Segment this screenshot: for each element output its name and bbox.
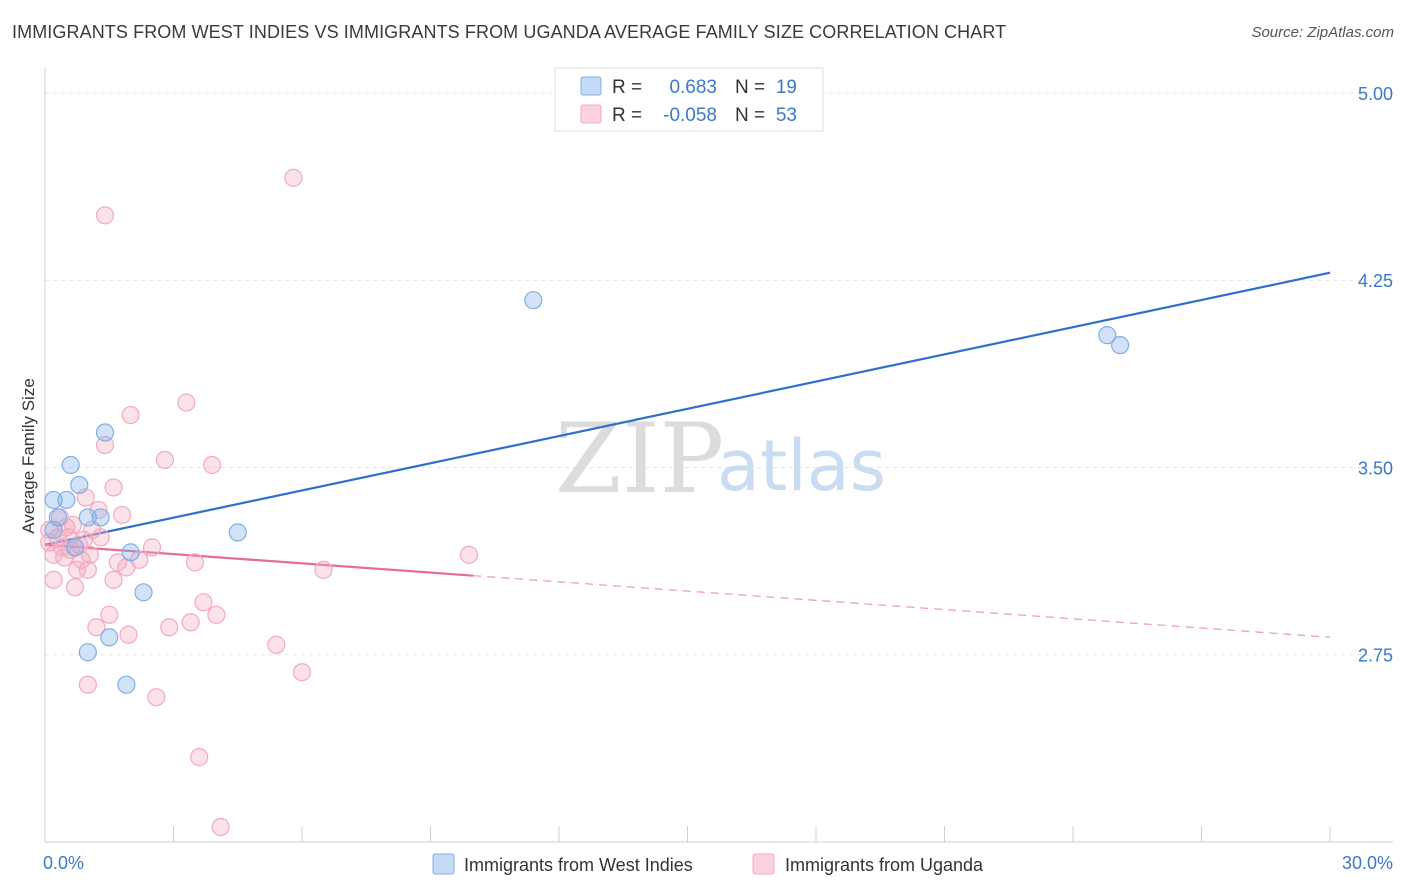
point-uganda [292,663,312,682]
point-uganda [190,748,209,767]
axes [44,68,1393,843]
point-west-indies [91,508,110,527]
trend-line-uganda-extension [473,575,1331,638]
point-west-indies [65,538,85,557]
stats-n-label: N = [735,77,765,98]
watermark-atlas: atlas [717,425,886,507]
point-uganda [63,515,82,535]
y-tick-label: 2.75 [1358,646,1393,666]
legend-label-uganda: Immigrants from Uganda [785,855,984,875]
point-uganda [202,455,222,475]
trend-line-uganda [44,543,474,577]
stats-n-value: 53 [776,105,797,126]
point-west-indies [44,520,63,540]
point-uganda [65,578,85,597]
point-west-indies [1111,336,1130,355]
legend-swatch-uganda [752,853,775,875]
point-west-indies [95,423,115,442]
point-uganda [112,505,132,525]
point-uganda [155,450,175,470]
point-uganda [100,605,119,624]
point-uganda [68,560,87,579]
x-tick-label: 30.0% [1342,853,1393,873]
point-west-indies [78,643,97,662]
point-uganda [142,538,162,557]
trend-line-west-indies [44,271,1331,546]
point-uganda [91,528,110,547]
point-uganda [108,553,127,572]
point-west-indies [228,523,247,542]
point-west-indies [121,543,140,562]
point-west-indies [78,508,97,527]
stats-r-label: R = [612,105,642,126]
x-tick-label: 0.0% [43,853,84,873]
point-west-indies [524,291,543,310]
point-uganda [95,206,115,225]
watermark-zip: ZIP [555,403,724,515]
y-tick-label: 4.25 [1358,271,1393,291]
point-uganda [80,545,100,564]
point-west-indies [1098,326,1117,345]
point-uganda [89,500,108,520]
stats-n-value: 19 [776,77,797,98]
stats-n-label: N = [735,105,765,126]
tick-labels: 2.75 3.50 4.25 5.00 0.0% 30.0% [43,84,1393,873]
point-uganda [211,817,230,837]
point-uganda [207,605,226,624]
point-uganda [284,168,303,187]
point-west-indies [134,583,153,602]
point-west-indies [61,455,80,475]
point-uganda [267,635,286,654]
point-west-indies [117,675,136,694]
y-axis-label: Average Family Size [19,378,38,534]
point-west-indies [100,628,119,647]
source-credit: Source: ZipAtlas.com [1251,24,1394,41]
legend: Immigrants from West Indies Immigrants f… [432,853,984,875]
point-uganda [78,675,97,694]
y-tick-label: 3.50 [1358,458,1393,478]
point-uganda [104,570,123,589]
stats-swatch-uganda [580,104,602,124]
legend-label-west-indies: Immigrants from West Indies [464,855,693,875]
point-uganda [314,560,333,579]
stats-r-value: -0.058 [663,105,717,126]
legend-swatch-west-indies [432,853,455,875]
watermark: ZIP atlas [555,403,886,515]
point-uganda [104,478,123,497]
point-uganda [177,393,196,412]
stats-box: R = 0.683 N = 19 R = -0.058 N = 53 [554,67,824,132]
point-uganda [95,435,115,455]
point-uganda [121,405,140,425]
point-west-indies [44,490,63,510]
point-uganda [194,593,213,612]
point-uganda [459,545,479,564]
grid-lines [45,92,1393,656]
point-uganda [78,560,97,579]
point-uganda [181,613,200,632]
y-tick-label: 5.00 [1358,84,1393,104]
data-points [40,168,1130,837]
point-west-indies [70,475,89,495]
point-uganda [87,618,106,637]
stats-r-label: R = [612,77,642,98]
point-uganda [147,688,166,707]
chart-title: IMMIGRANTS FROM WEST INDIES VS IMMIGRANT… [12,22,1007,42]
point-uganda [44,570,63,589]
stats-r-value: 0.683 [669,77,717,98]
point-uganda [185,553,205,572]
stats-swatch-west-indies [580,76,602,96]
point-west-indies [57,490,76,510]
point-uganda [119,625,138,644]
trend-lines [44,271,1331,638]
point-uganda [160,618,179,637]
